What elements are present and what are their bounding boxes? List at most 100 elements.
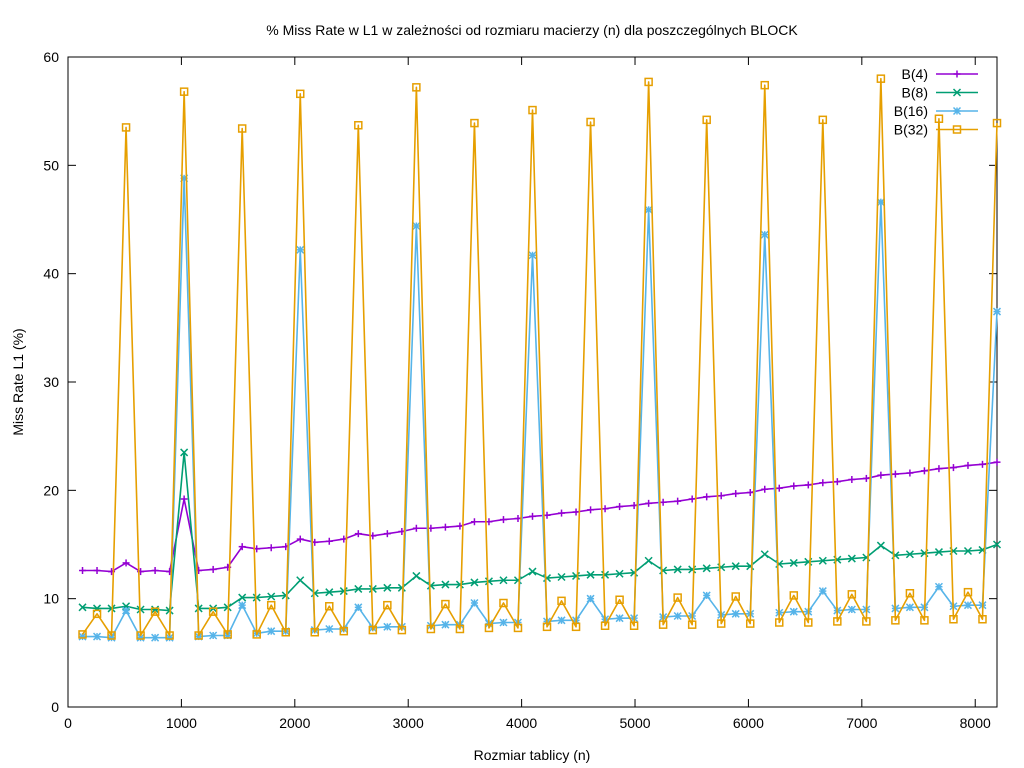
- data-point: [818, 587, 827, 596]
- data-point: [586, 594, 595, 603]
- data-point: [237, 124, 247, 133]
- marker-stroke: [992, 307, 1002, 316]
- marker-box: [397, 625, 407, 635]
- marker-box: [658, 620, 668, 629]
- data-point: [775, 484, 783, 492]
- marker-box: [644, 77, 653, 87]
- data-point: [209, 565, 217, 573]
- marker-box: [179, 87, 189, 96]
- marker-stroke: [354, 603, 363, 612]
- data-point: [905, 589, 915, 598]
- data-point: [542, 622, 552, 632]
- data-point: [992, 540, 1002, 549]
- marker-stroke: [151, 633, 160, 642]
- marker-box: [383, 600, 392, 610]
- marker-stroke: [78, 632, 87, 641]
- marker-box: [891, 616, 900, 625]
- marker-stroke: [238, 593, 247, 602]
- data-point: [121, 123, 131, 132]
- marker-stroke: [267, 627, 276, 636]
- data-point: [732, 490, 740, 498]
- data-point: [180, 448, 189, 457]
- marker-box: [281, 628, 290, 637]
- data-point: [992, 118, 1002, 128]
- data-point: [601, 505, 609, 513]
- marker-box: [615, 595, 624, 604]
- marker-box: [833, 617, 842, 626]
- legend-label: B(32): [894, 122, 928, 138]
- marker-box: [952, 125, 962, 134]
- data-point: [615, 595, 624, 604]
- data-point: [151, 605, 160, 614]
- y-tick-label: 10: [43, 591, 59, 607]
- data-point: [688, 495, 696, 503]
- marker-stroke: [789, 558, 798, 567]
- marker-box: [673, 593, 682, 602]
- data-point: [703, 493, 711, 501]
- data-point: [484, 623, 494, 633]
- data-point: [412, 571, 421, 580]
- marker-box: [978, 615, 987, 624]
- legend-marker: [953, 70, 961, 78]
- data-point: [600, 621, 610, 630]
- marker-stroke: [499, 576, 508, 585]
- data-point: [441, 523, 449, 531]
- data-point: [586, 117, 595, 127]
- data-point: [368, 584, 377, 593]
- data-point: [616, 503, 624, 511]
- marker-stroke: [963, 546, 972, 556]
- data-point: [645, 499, 653, 507]
- data-point: [629, 621, 639, 630]
- marker-box: [963, 587, 973, 597]
- data-point: [572, 508, 580, 516]
- marker-box: [223, 630, 232, 639]
- marker-stroke: [760, 550, 769, 559]
- marker-box: [78, 630, 87, 639]
- data-point: [557, 596, 566, 606]
- marker-box: [731, 592, 740, 601]
- series-line: [82, 177, 998, 639]
- marker-box: [804, 618, 813, 627]
- marker-stroke: [905, 550, 914, 559]
- data-point: [281, 591, 290, 600]
- marker-stroke: [528, 251, 537, 260]
- data-point: [179, 87, 189, 96]
- marker-stroke: [470, 578, 479, 587]
- data-point: [920, 616, 929, 625]
- data-point: [529, 512, 536, 520]
- data-point: [557, 616, 566, 625]
- data-point: [325, 588, 334, 597]
- series-line: [82, 451, 998, 612]
- legend-marker: [952, 88, 962, 97]
- data-point: [180, 495, 188, 503]
- data-point: [194, 631, 203, 640]
- data-point: [296, 245, 305, 254]
- marker-box: [339, 626, 349, 636]
- data-point: [963, 546, 972, 556]
- marker-stroke: [412, 221, 421, 231]
- marker-box: [325, 602, 334, 611]
- data-point: [93, 567, 101, 574]
- data-point: [876, 541, 885, 550]
- data-point: [644, 77, 653, 87]
- data-point: [484, 577, 493, 586]
- marker-box: [760, 80, 769, 90]
- marker-stroke: [934, 582, 943, 591]
- data-point: [412, 221, 421, 231]
- x-tick-label: 4000: [506, 715, 537, 731]
- marker-box: [905, 589, 915, 598]
- data-point: [252, 630, 261, 639]
- x-tick-label: 5000: [619, 715, 650, 731]
- marker-stroke: [122, 606, 131, 615]
- data-point: [819, 479, 827, 487]
- marker-stroke: [528, 567, 537, 576]
- marker-stroke: [557, 572, 566, 582]
- data-point: [397, 583, 406, 592]
- data-point: [354, 603, 363, 612]
- marker-stroke: [455, 580, 464, 589]
- data-point: [891, 616, 900, 625]
- data-point: [963, 587, 973, 597]
- data-point: [107, 633, 116, 642]
- data-point: [804, 481, 812, 489]
- marker-stroke: [383, 583, 392, 592]
